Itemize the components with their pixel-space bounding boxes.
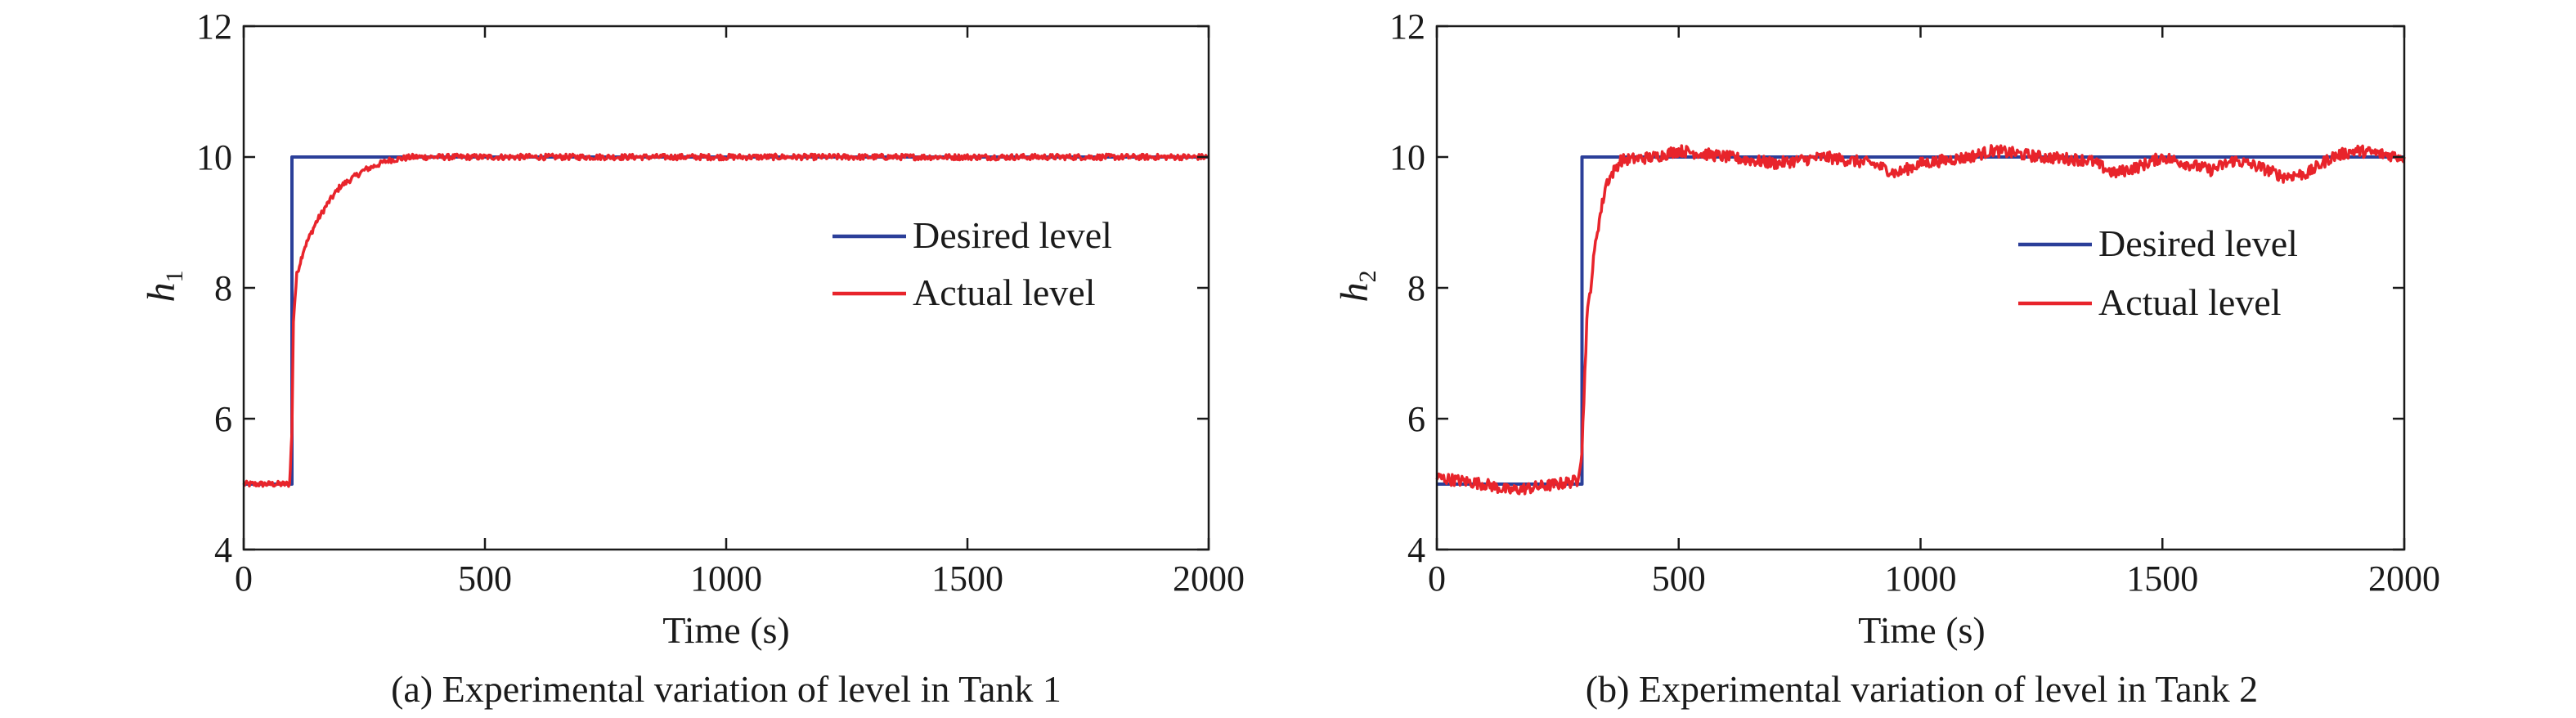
series-line-actual [242,152,1209,488]
legend-label-actual: Actual level [2098,281,2282,323]
legend-label-desired: Desired level [913,214,1112,256]
x-tick-label: 0 [1428,559,1446,599]
x-tick-label: 0 [235,559,253,599]
legend-label-actual: Actual level [913,271,1096,313]
y-tick-label: 12 [1389,7,1425,47]
legend: Desired level Actual level [832,214,1112,313]
y-axis-label: h1 [140,271,188,303]
legend-label-desired: Desired level [2098,222,2298,264]
x-tick-label: 1000 [1885,559,1957,599]
x-axis-label: Time (s) [662,609,790,651]
y-tick-label: 4 [1407,530,1425,570]
y-tick-label: 10 [1389,137,1425,177]
caption: (a) Experimental variation of level in T… [391,668,1061,710]
series-line-desired [244,155,1209,486]
chart-panel-b: h2 Time (s) (b) Experimental variation o… [1333,7,2440,710]
y-tick-label: 6 [214,399,232,439]
y-tick-label: 10 [196,137,232,177]
y-tick-label: 4 [214,530,232,570]
x-tick-label: 500 [1652,559,1706,599]
x-tick-label: 1000 [690,559,762,599]
chart-panel-a: h1 Time (s) (a) Experimental variation o… [140,7,1245,710]
y-tick-label: 12 [196,7,232,47]
y-axis-label: h2 [1333,271,1381,303]
x-tick-label: 1500 [931,559,1003,599]
series-line-actual [1435,144,2406,496]
y-tick-label: 8 [1407,268,1425,308]
caption: (b) Experimental variation of level in T… [1586,668,2258,710]
legend: Desired level Actual level [2018,222,2298,323]
x-tick-label: 2000 [2368,559,2440,599]
y-tick-label: 6 [1407,399,1425,439]
x-axis-label: Time (s) [1858,609,1986,651]
x-tick-label: 1500 [2126,559,2198,599]
x-tick-label: 2000 [1173,559,1245,599]
x-tick-label: 500 [458,559,512,599]
y-tick-label: 8 [214,268,232,308]
